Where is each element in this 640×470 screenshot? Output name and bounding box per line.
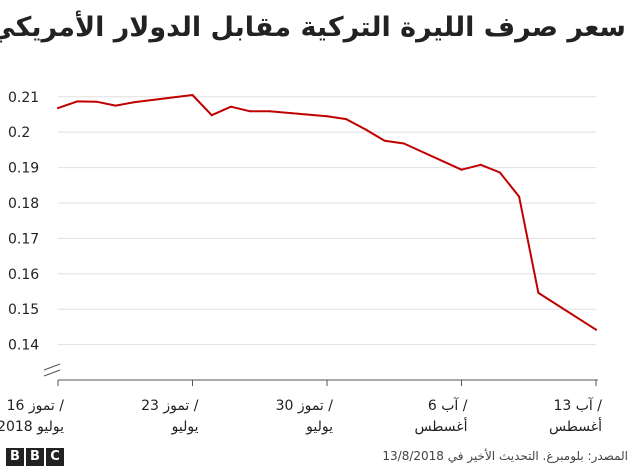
y-tick-label: 0.2 <box>8 125 30 141</box>
x-tick-label: يوليو 2018 <box>0 419 64 435</box>
data-point <box>518 195 521 198</box>
data-point <box>595 328 597 331</box>
bbc-logo: B B C <box>6 448 64 466</box>
y-tick-label: 0.17 <box>8 231 39 247</box>
x-tick-label: أغسطس <box>549 417 602 435</box>
data-point <box>345 118 348 121</box>
data-point <box>95 100 98 103</box>
data-point <box>460 168 463 171</box>
x-tick-label: يوليو <box>305 419 333 435</box>
axis-break-mark <box>43 363 61 377</box>
x-tick-label: 13 آب / <box>553 397 602 414</box>
logo-letter: B <box>6 448 24 466</box>
data-point <box>57 107 59 110</box>
x-tick-label: 16 تموز / <box>7 398 65 414</box>
data-point <box>498 171 501 174</box>
data-point <box>249 110 252 113</box>
y-tick-label: 0.21 <box>8 90 39 106</box>
y-tick-label: 0.15 <box>8 302 39 318</box>
data-point <box>364 128 367 131</box>
y-tick-label: 0.16 <box>8 267 39 283</box>
data-point <box>537 291 540 294</box>
data-point <box>76 100 79 103</box>
footer: B B C المصدر: بلومبرغ. التحديث الأخير في… <box>0 444 640 470</box>
chart-title: سعر صرف الليرة التركية مقابل الدولار الأ… <box>0 12 626 43</box>
line-chart: 0.14 0.15 0.16 0.17 0.18 0.19 0.2 0.21 16 تموز … <box>0 90 602 435</box>
data-point <box>402 142 405 145</box>
y-tick-label: 0.18 <box>8 196 39 212</box>
logo-letter: B <box>26 448 44 466</box>
series-layer <box>57 94 597 331</box>
data-point <box>479 163 482 166</box>
data-point <box>268 110 271 113</box>
source-note: المصدر: بلومبرغ. التحديث الأخير في 13/8/… <box>382 449 628 463</box>
logo-letter: C <box>46 448 64 466</box>
data-point <box>326 115 328 118</box>
data-point <box>210 114 213 117</box>
grid-lines <box>58 96 596 346</box>
data-point <box>114 104 117 107</box>
data-point <box>133 101 136 104</box>
y-axis: 0.14 0.15 0.16 0.17 0.18 0.19 0.2 0.21 <box>8 90 39 354</box>
data-point <box>229 105 232 108</box>
x-tick-label: يوليو <box>171 419 199 435</box>
data-point <box>191 94 194 97</box>
data-point <box>383 139 386 142</box>
y-tick-label: 0.19 <box>8 161 39 177</box>
x-tick-label: 30 تموز / <box>276 398 334 414</box>
series-line <box>57 94 597 331</box>
x-axis: 16 تموز / يوليو 2018 23 تموز / يوليو 30 تموز… <box>0 363 602 435</box>
x-tick-label: 23 تموز / <box>141 398 199 414</box>
y-tick-label: 0.14 <box>8 338 39 354</box>
x-tick-label: 6 آب / <box>428 397 468 414</box>
x-tick-label: أغسطس <box>414 417 467 435</box>
